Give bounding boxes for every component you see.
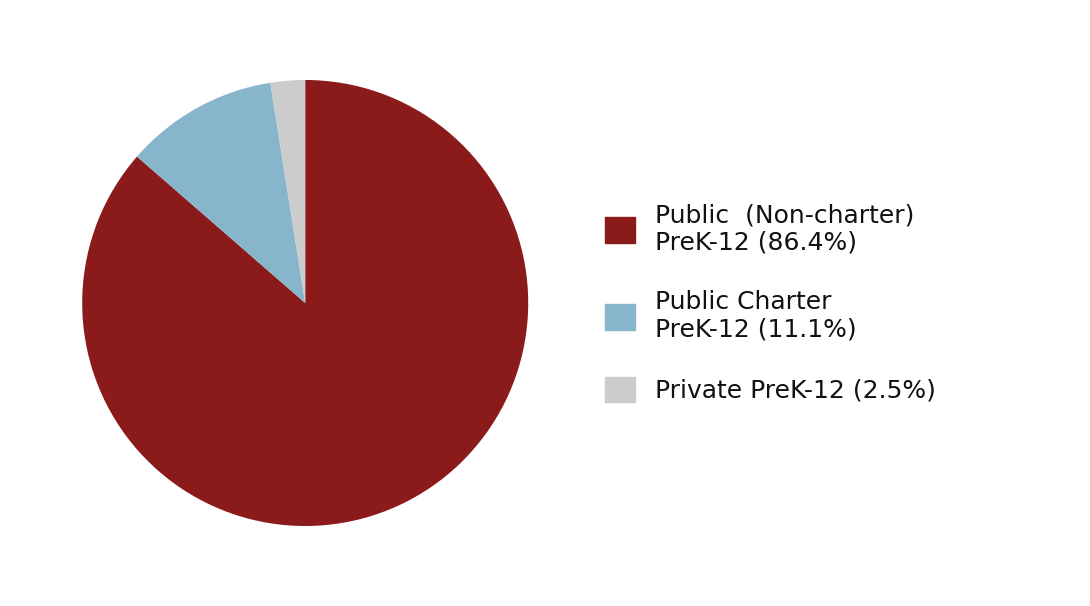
Wedge shape — [270, 80, 305, 303]
Wedge shape — [82, 80, 529, 526]
Legend: Public  (Non-charter)
PreK-12 (86.4%), Public Charter
PreK-12 (11.1%), Private P: Public (Non-charter) PreK-12 (86.4%), Pu… — [605, 203, 936, 403]
Wedge shape — [137, 83, 305, 303]
